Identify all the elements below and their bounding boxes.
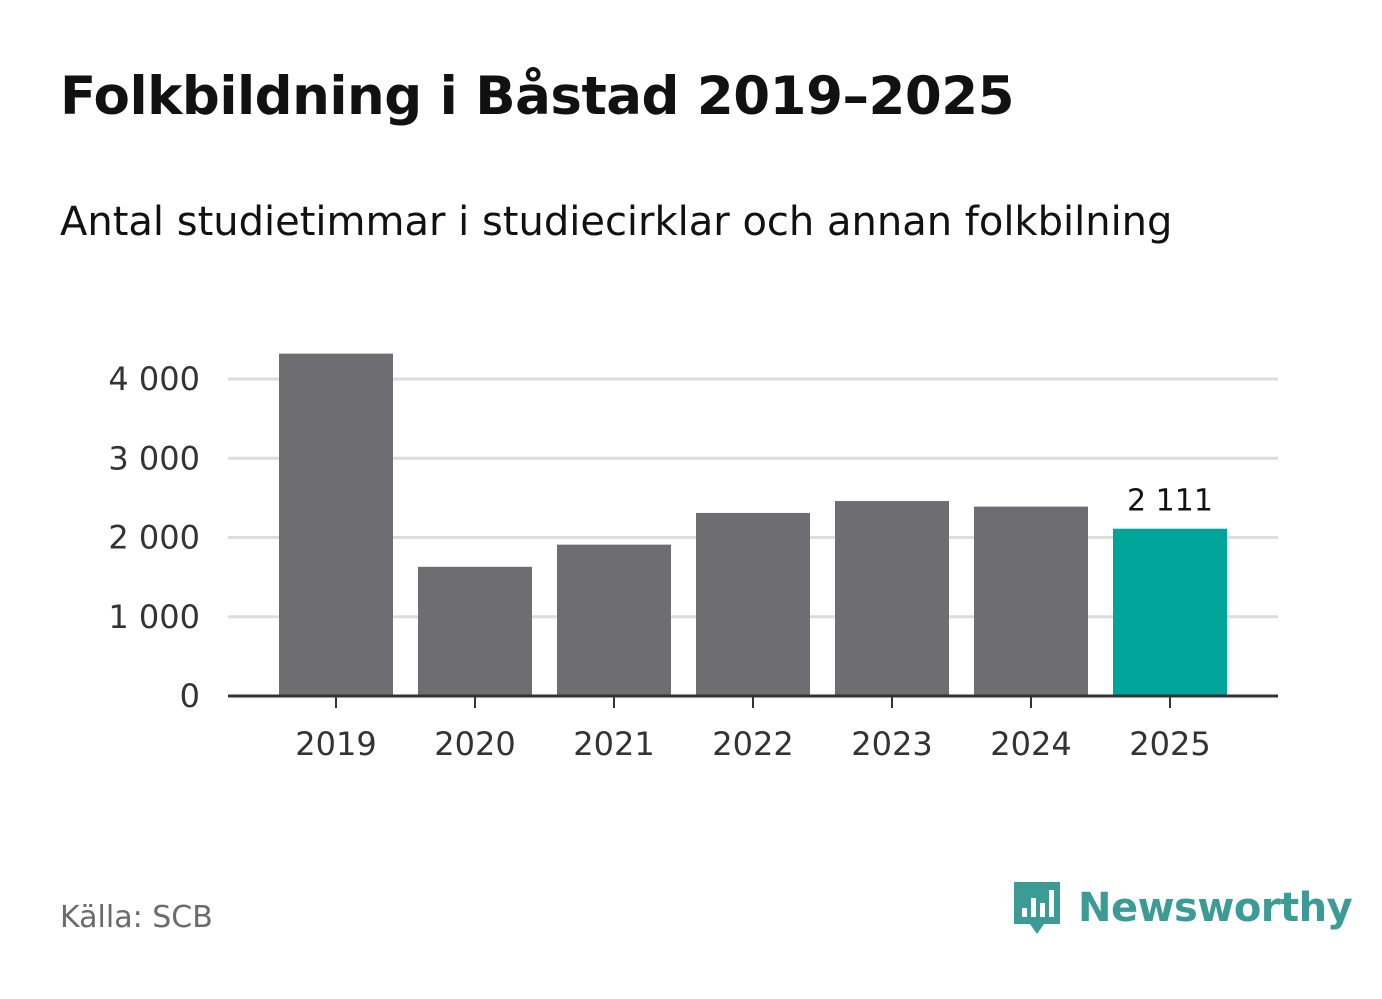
x-tick-label: 2022	[712, 725, 793, 763]
bar-2019	[279, 353, 393, 696]
y-tick-label: 1 000	[108, 598, 200, 636]
bar-2020	[418, 566, 532, 696]
brand-logo: Newsworthy	[1010, 878, 1353, 938]
bar-2022	[696, 512, 810, 696]
brand-name: Newsworthy	[1078, 885, 1353, 931]
x-tick-label: 2023	[851, 725, 932, 763]
y-tick-label: 2 000	[108, 519, 200, 557]
x-tick-label: 2020	[434, 725, 515, 763]
bar-2023	[835, 501, 949, 696]
y-tick-label: 3 000	[108, 439, 200, 477]
chart-subtitle: Antal studietimmar i studiecirklar och a…	[60, 199, 1173, 245]
bar-2021	[557, 544, 671, 696]
source-note: Källa: SCB	[60, 900, 213, 935]
x-tick-label: 2021	[573, 725, 654, 763]
data-label: 2 111	[1127, 484, 1213, 519]
bar-2025	[1113, 528, 1227, 696]
chart-title: Folkbildning i Båstad 2019–2025	[60, 66, 1014, 127]
y-tick-label: 4 000	[108, 360, 200, 398]
bar-2024	[974, 506, 1088, 696]
y-tick-label: 0	[180, 677, 200, 715]
x-tick-label: 2019	[295, 725, 376, 763]
newsworthy-logo-icon	[1014, 882, 1060, 934]
x-tick-label: 2024	[990, 725, 1071, 763]
x-tick-label: 2025	[1129, 725, 1210, 763]
